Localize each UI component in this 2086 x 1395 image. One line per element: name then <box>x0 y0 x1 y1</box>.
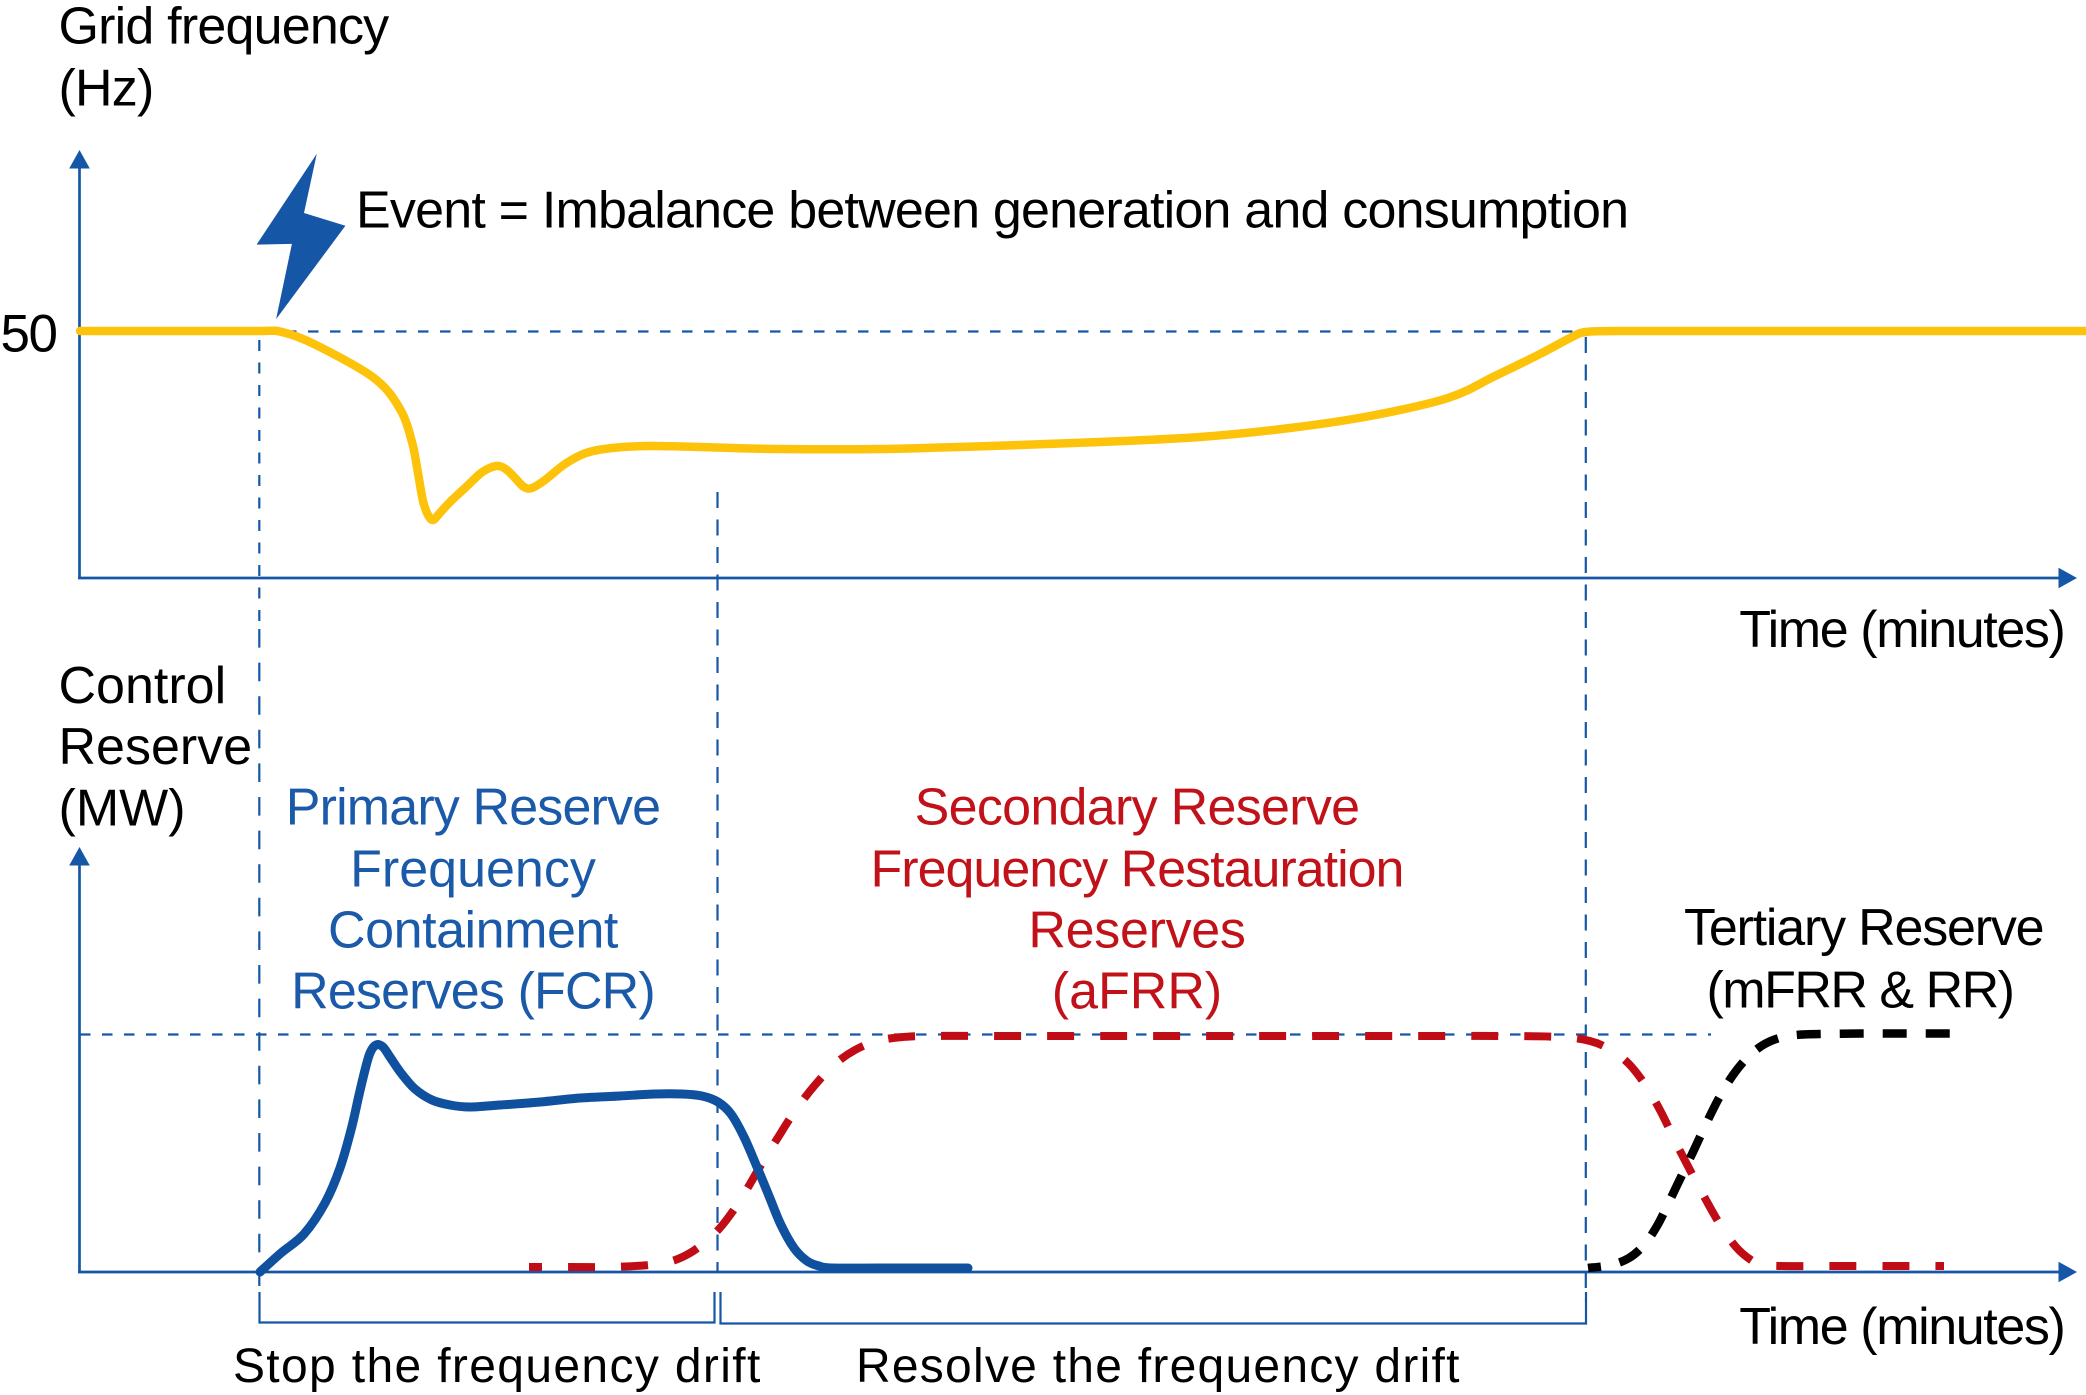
svg-text:Containment: Containment <box>328 902 619 960</box>
svg-text:Reserves: Reserves <box>1028 902 1245 960</box>
svg-text:(aFRR): (aFRR) <box>1052 963 1222 1021</box>
svg-text:Time (minutes): Time (minutes) <box>1739 601 2064 659</box>
svg-text:Frequency: Frequency <box>350 840 596 898</box>
svg-text:Event = Imbalance between gene: Event = Imbalance between generation and… <box>356 182 1628 240</box>
svg-text:Control: Control <box>59 657 227 715</box>
svg-text:Primary Reserve: Primary Reserve <box>286 779 660 837</box>
svg-text:(Hz): (Hz) <box>59 60 154 118</box>
svg-text:(mFRR & RR): (mFRR & RR) <box>1706 962 2013 1020</box>
svg-text:50: 50 <box>1 305 57 364</box>
svg-text:Stop the frequency drift: Stop the frequency drift <box>233 1340 762 1393</box>
svg-text:Time (minutes): Time (minutes) <box>1739 1298 2064 1356</box>
svg-text:(MW): (MW) <box>59 779 186 837</box>
svg-text:Reserve: Reserve <box>59 718 253 776</box>
svg-text:Resolve the frequency drift: Resolve the frequency drift <box>856 1340 1461 1393</box>
svg-text:Frequency Restauration: Frequency Restauration <box>871 840 1404 898</box>
svg-text:Grid frequency: Grid frequency <box>59 0 390 56</box>
svg-text:Tertiary Reserve: Tertiary Reserve <box>1684 899 2043 957</box>
svg-text:Reserves (FCR): Reserves (FCR) <box>291 963 655 1021</box>
svg-text:Secondary Reserve: Secondary Reserve <box>915 779 1360 837</box>
